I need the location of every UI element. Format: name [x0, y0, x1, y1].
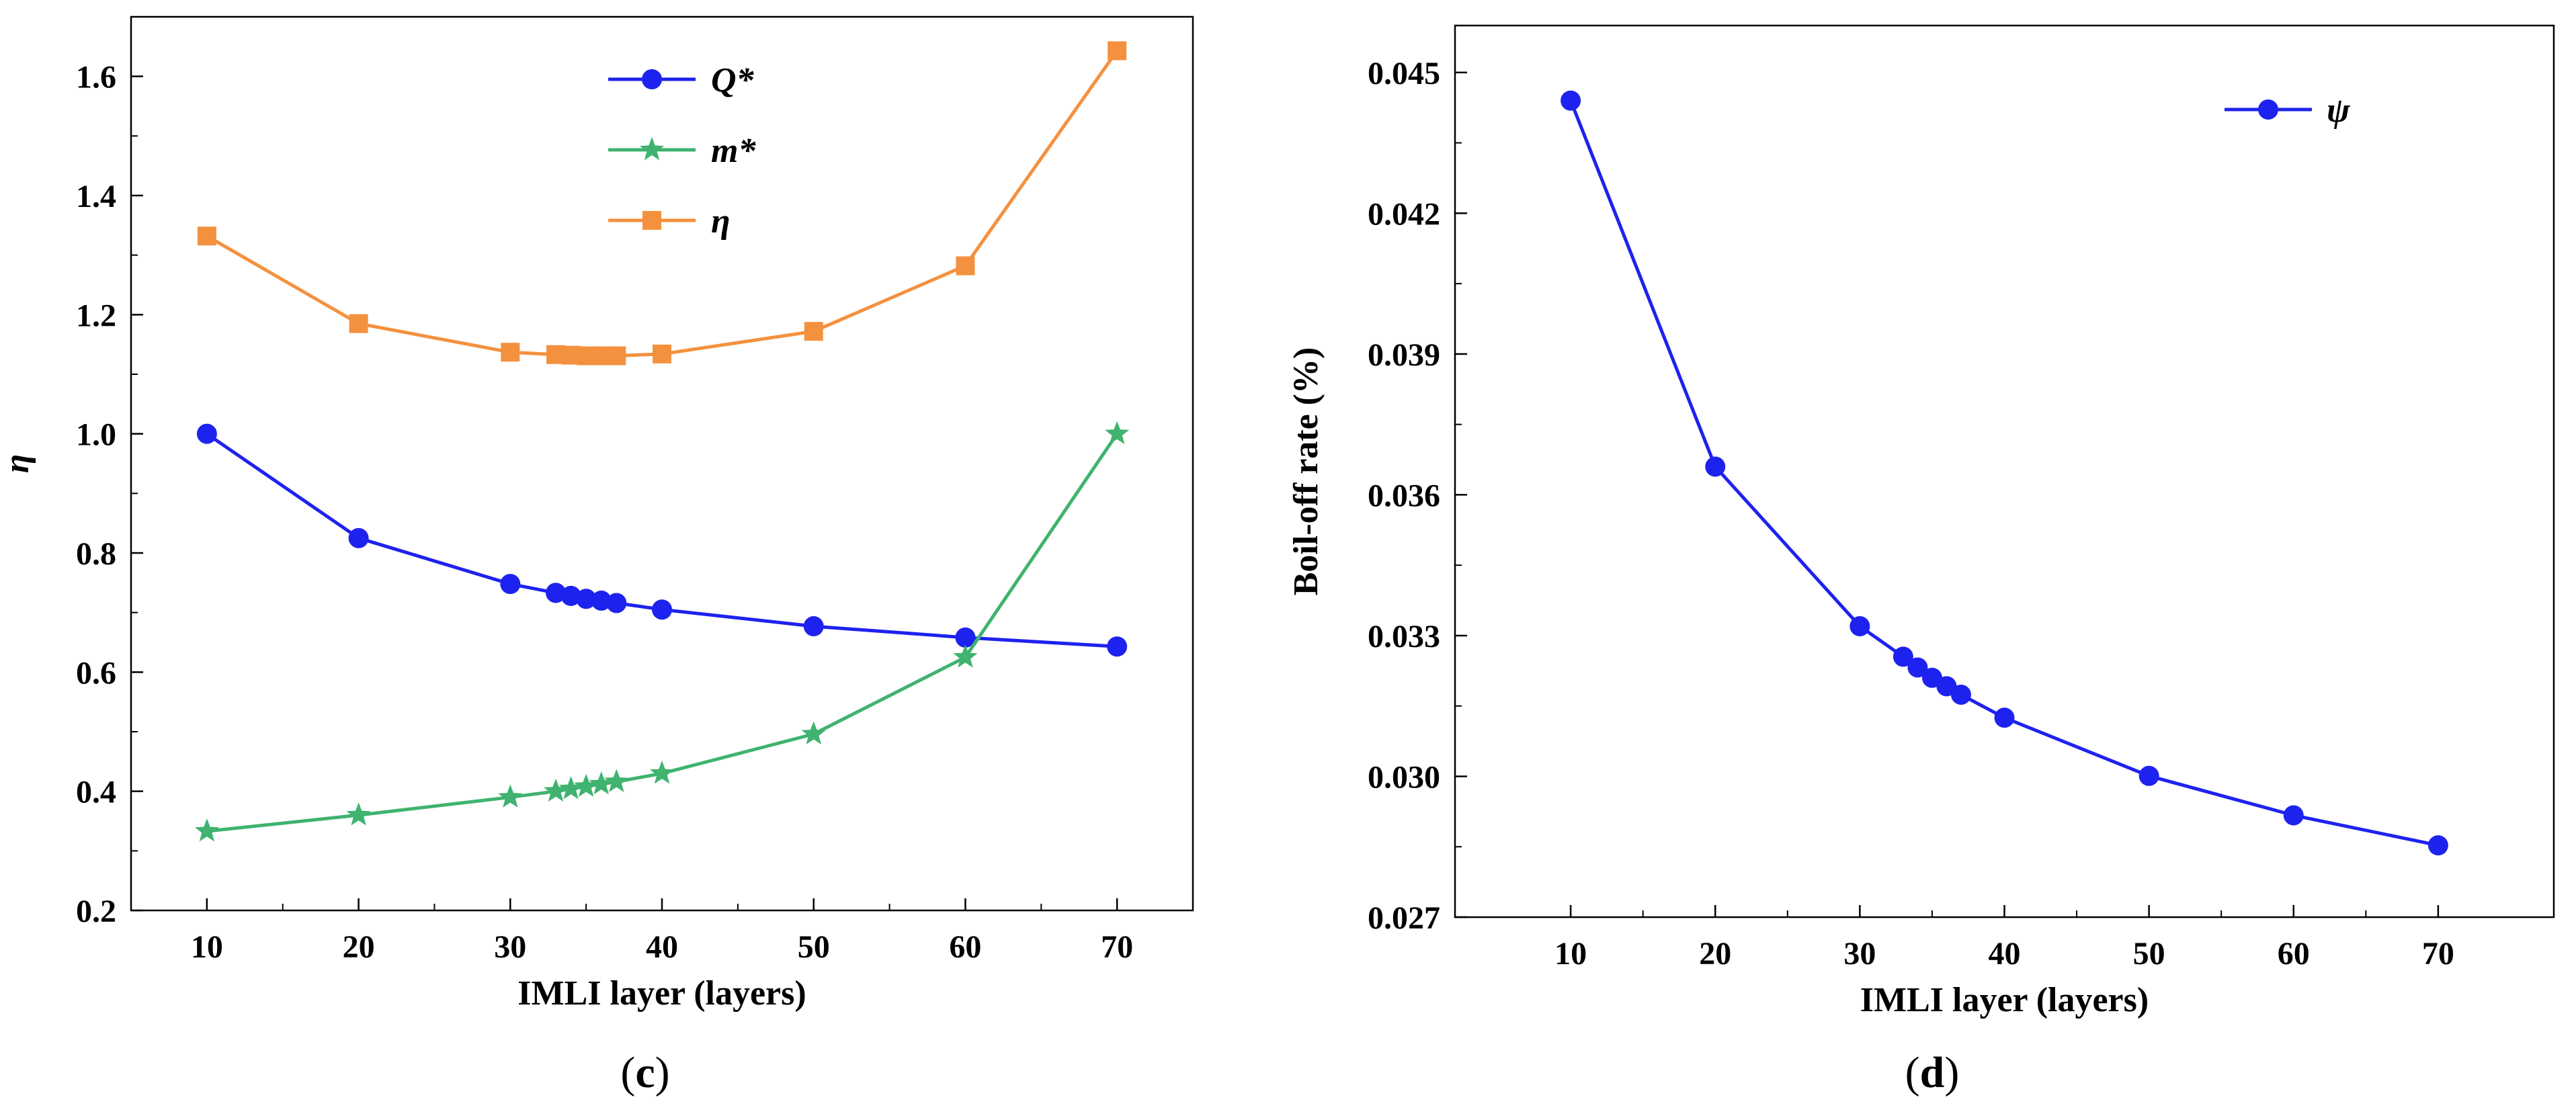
- series-0: [1561, 90, 2448, 856]
- y-tick-label: 0.8: [76, 536, 116, 572]
- legend-marker: [639, 137, 665, 161]
- series-2: [197, 41, 1127, 366]
- y-tick-label: 0.036: [1368, 478, 1440, 513]
- y-tick-label: 0.030: [1368, 759, 1440, 795]
- plot-frame: [1454, 24, 2555, 918]
- series-line: [206, 50, 1119, 357]
- data-point: [574, 773, 599, 797]
- chart-panel-d: 10 20 30 40 50 60 70 0.027 0.030 0.033 0.036 0.039 0…: [1287, 24, 2555, 1097]
- series-1: [194, 421, 1130, 842]
- x-tick-label: 60: [949, 929, 981, 965]
- data-point: [1907, 657, 1928, 678]
- panel-label: (d): [1905, 1048, 1960, 1097]
- legend-label: m*: [711, 132, 756, 170]
- data-point: [801, 721, 826, 744]
- y-tick-label: 0.2: [76, 894, 116, 929]
- data-point: [2427, 835, 2448, 856]
- legend-marker: [642, 211, 661, 230]
- data-point: [1850, 615, 1870, 636]
- data-point: [649, 761, 675, 784]
- legend-entry: η: [608, 202, 731, 241]
- chart-panel-c: 10 20 30 40 50 60 70 0.2 0.4 0.6 0.8 1.0 1.2 1.4 1.6 IM…: [0, 15, 1194, 1097]
- x-tick-label: 20: [1699, 936, 1731, 972]
- data-point: [1561, 90, 1581, 111]
- data-point: [589, 771, 614, 795]
- y-tick-label: 0.027: [1368, 900, 1440, 936]
- data-point: [953, 644, 978, 668]
- data-point: [543, 778, 569, 802]
- x-tick-label: 40: [646, 929, 678, 965]
- y-tick-label: 1.6: [76, 60, 116, 95]
- data-point: [803, 616, 824, 637]
- x-tick-label: 70: [2422, 936, 2454, 972]
- data-point: [652, 599, 672, 620]
- legend-entry: Q*: [608, 61, 755, 99]
- legend-marker: [2258, 99, 2278, 120]
- x-tick-label: 30: [1843, 936, 1876, 972]
- x-axis-title: IMLI layer (layers): [1860, 981, 2149, 1019]
- panel-label: (c): [620, 1048, 669, 1097]
- data-point: [1893, 646, 1913, 667]
- x-tick-label: 30: [494, 929, 526, 965]
- data-point: [1108, 41, 1127, 60]
- data-point: [576, 589, 597, 609]
- x-tick-label: 10: [1554, 936, 1587, 972]
- series-0: [196, 423, 1128, 657]
- x-tick-label: 60: [2278, 936, 2310, 972]
- y-tick-label: 0.033: [1368, 619, 1440, 654]
- data-point: [2138, 765, 2159, 786]
- data-point: [1105, 421, 1130, 444]
- x-tick-label: 70: [1101, 929, 1133, 965]
- data-point: [956, 256, 975, 275]
- y-tick-label: 1.2: [76, 298, 116, 333]
- data-point: [197, 226, 216, 246]
- data-point: [546, 583, 566, 603]
- legend-entry: ψ: [2225, 91, 2351, 130]
- x-tick-label: 20: [343, 929, 375, 965]
- x-tick-label: 50: [798, 929, 830, 965]
- data-point: [348, 527, 369, 548]
- legend-label: η: [711, 202, 731, 241]
- data-point: [558, 776, 583, 800]
- data-point: [501, 343, 520, 362]
- y-axis-title: η: [0, 454, 36, 474]
- x-tick-label: 40: [1989, 936, 2021, 972]
- data-point: [653, 344, 671, 363]
- data-point: [500, 574, 521, 595]
- data-point: [804, 322, 823, 341]
- y-tick-label: 0.045: [1368, 56, 1440, 91]
- data-point: [606, 593, 627, 613]
- data-point: [955, 627, 976, 648]
- data-point: [349, 314, 368, 333]
- data-point: [560, 585, 581, 606]
- data-point: [196, 423, 217, 444]
- data-point: [1950, 684, 1971, 705]
- legend-marker: [642, 69, 662, 89]
- y-axis-title: Boil-off rate (%): [1287, 347, 1325, 596]
- x-tick-label: 50: [2133, 936, 2165, 972]
- y-tick-label: 1.0: [76, 417, 116, 453]
- data-point: [1705, 456, 1726, 477]
- data-point: [607, 346, 626, 366]
- data-point: [498, 784, 523, 808]
- y-tick-label: 0.039: [1368, 337, 1440, 373]
- legend-entry: m*: [608, 132, 756, 170]
- data-point: [1994, 708, 2015, 728]
- y-tick-label: 1.4: [76, 179, 116, 214]
- y-tick-label: 0.4: [76, 775, 116, 810]
- data-point: [346, 802, 371, 826]
- x-axis-title: IMLI layer (layers): [517, 974, 806, 1013]
- y-tick-label: 0.042: [1368, 196, 1440, 232]
- legend-label: Q*: [711, 61, 755, 99]
- data-point: [591, 590, 612, 611]
- data-point: [194, 818, 219, 842]
- y-tick-label: 0.6: [76, 655, 116, 691]
- data-point: [604, 769, 629, 792]
- series-line: [1569, 99, 2439, 847]
- data-point: [2283, 805, 2304, 826]
- legend-label: ψ: [2327, 91, 2351, 130]
- x-tick-label: 10: [191, 929, 223, 965]
- data-point: [1107, 636, 1128, 657]
